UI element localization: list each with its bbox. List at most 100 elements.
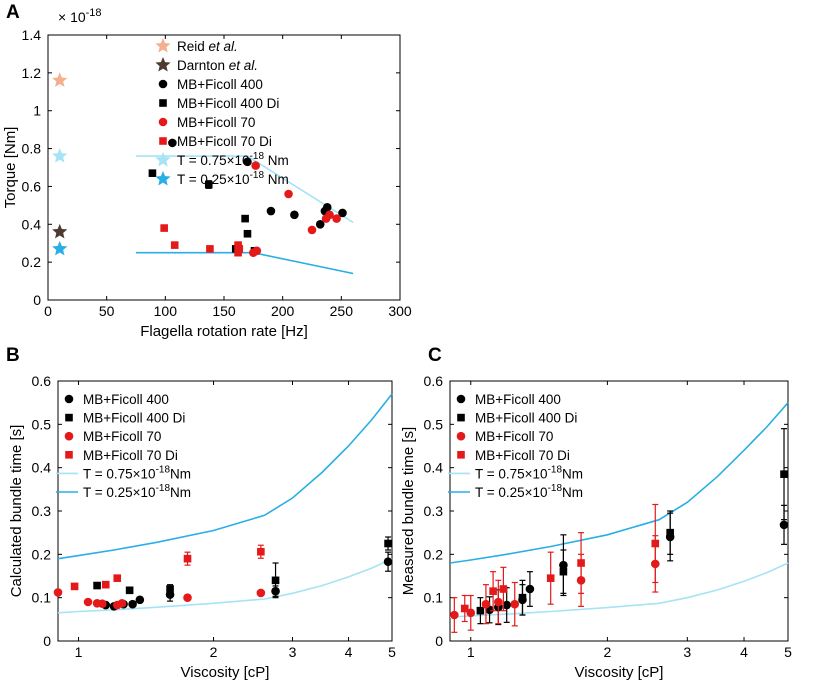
axis-exponent-label: × 10-18 — [58, 7, 102, 25]
data-point — [249, 248, 258, 257]
legend-label: MB+Ficoll 70 Di — [83, 448, 178, 463]
data-point — [206, 245, 214, 253]
legend-label-italic: et al. — [209, 39, 238, 54]
legend-label-part: Nm — [170, 485, 191, 500]
y-tick-label: 0.6 — [424, 373, 444, 389]
legend-label-sup: -18 — [548, 483, 563, 494]
legend-label-part: T = 0.25×10 — [177, 172, 250, 187]
data-point — [168, 138, 177, 148]
legend-marker — [159, 99, 167, 107]
legend-label: T = 0.25×10-18Nm — [83, 483, 191, 500]
y-tick-label: 0.2 — [22, 254, 42, 270]
x-tick-label: 1 — [75, 644, 83, 660]
legend: MB+Ficoll 400 MB+Ficoll 400 Di MB+Ficoll 7… — [448, 392, 583, 500]
legend-label-part: T = 0.75×10 — [83, 466, 156, 481]
data-point — [53, 588, 63, 597]
model-line — [136, 251, 354, 275]
data-point — [666, 528, 674, 537]
legend-label: MB+Ficoll 70 — [177, 115, 255, 130]
data-point — [322, 202, 332, 212]
panel-c: C 1 2 3 4 5 0 0.1 0.2 0.3 0.4 0.5 0.6 Viscosity [cP] M… — [400, 345, 792, 681]
legend-label-part: Nm — [170, 466, 191, 481]
legend: Reid et al. Darnton et al. MB+Ficoll 400 MB… — [155, 38, 289, 187]
x-axis-label: Viscosity [cP] — [575, 664, 664, 681]
y-tick-label: 0.1 — [424, 590, 444, 606]
legend-label: MB+Ficoll 400 — [475, 392, 561, 407]
y-tick-label: 0.3 — [32, 503, 52, 519]
data-point — [234, 248, 242, 257]
x-tick-label: 5 — [784, 644, 792, 660]
data-star — [52, 223, 68, 239]
legend-label-sup: -18 — [156, 464, 171, 475]
legend-label: Darnton et al. — [177, 58, 258, 73]
x-tick-label: 150 — [212, 303, 236, 319]
data-point — [284, 189, 293, 199]
legend-marker — [155, 152, 171, 167]
y-axis-label: Measured bundle time [s] — [400, 427, 417, 595]
legend-label: MB+Ficoll 400 Di — [475, 411, 577, 426]
data-point — [160, 224, 168, 232]
x-tick-label: 200 — [271, 303, 295, 319]
data-point — [251, 161, 260, 170]
x-tick-label: 50 — [99, 303, 115, 319]
legend-marker — [456, 394, 466, 404]
x-tick-label: 2 — [210, 644, 218, 660]
legend-marker — [64, 394, 74, 404]
legend-marker — [65, 451, 73, 459]
legend-marker — [155, 38, 171, 53]
data-star — [52, 148, 68, 163]
data-star — [52, 72, 68, 87]
model-line — [57, 393, 393, 560]
y-tick-label: 1 — [33, 103, 41, 119]
legend-label: MB+Ficoll 400 — [177, 77, 263, 92]
legend-label-part: T = 0.75×10 — [475, 466, 548, 481]
data-point — [525, 584, 535, 594]
y-tick-label: 1.4 — [22, 27, 42, 43]
data-point — [70, 582, 79, 591]
y-tick-label: 0.2 — [424, 546, 444, 562]
y-tick-label: 0.5 — [424, 416, 444, 432]
data-point — [332, 214, 341, 223]
legend-label-part: Nm — [562, 466, 583, 481]
legend-label-part: Nm — [264, 153, 289, 168]
data-point — [779, 520, 789, 530]
legend-marker — [155, 171, 171, 186]
data-point — [481, 599, 491, 609]
legend-label: MB+Ficoll 70 — [83, 429, 161, 444]
legend: MB+Ficoll 400 MB+Ficoll 400 Di MB+Ficoll 7… — [56, 392, 191, 500]
data-point — [307, 225, 317, 235]
legend-label-part: Darnton — [177, 58, 229, 73]
legend-marker — [158, 117, 168, 127]
data-point — [93, 581, 101, 590]
legend-marker — [159, 137, 167, 145]
model-line — [449, 562, 789, 618]
legend-marker — [456, 431, 466, 441]
legend-label-italic: et al. — [229, 58, 258, 73]
y-tick-label: 0.4 — [32, 460, 52, 476]
legend-label-part: T = 0.25×10 — [475, 485, 548, 500]
x-tick-label: 0 — [44, 303, 52, 319]
legend-label-sup: -18 — [250, 170, 265, 181]
y-axis-label: Torque [Nm] — [2, 127, 19, 209]
y-tick-label: 0.4 — [22, 216, 42, 232]
data-point — [315, 219, 325, 229]
data-point — [494, 597, 503, 607]
data-point — [204, 180, 213, 189]
legend-marker — [158, 79, 168, 89]
data-point — [257, 547, 265, 556]
data-point — [780, 470, 788, 478]
x-tick-label: 1 — [467, 644, 475, 660]
data-point — [170, 241, 179, 249]
y-tick-label: 1.2 — [22, 65, 42, 81]
legend-label-sup: -18 — [250, 151, 265, 162]
y-axis-label: Calculated bundle time [s] — [8, 425, 25, 598]
data-point — [466, 608, 476, 618]
legend-marker — [65, 413, 73, 422]
y-tick-label: 0.6 — [32, 373, 52, 389]
data-point — [241, 214, 249, 223]
x-tick-label: 5 — [388, 644, 396, 660]
legend-label: T = 0.75×10-18Nm — [475, 464, 583, 481]
legend-label: Reid et al. — [177, 39, 238, 54]
y-tick-label: 0.8 — [22, 141, 42, 157]
data-point — [125, 586, 134, 595]
